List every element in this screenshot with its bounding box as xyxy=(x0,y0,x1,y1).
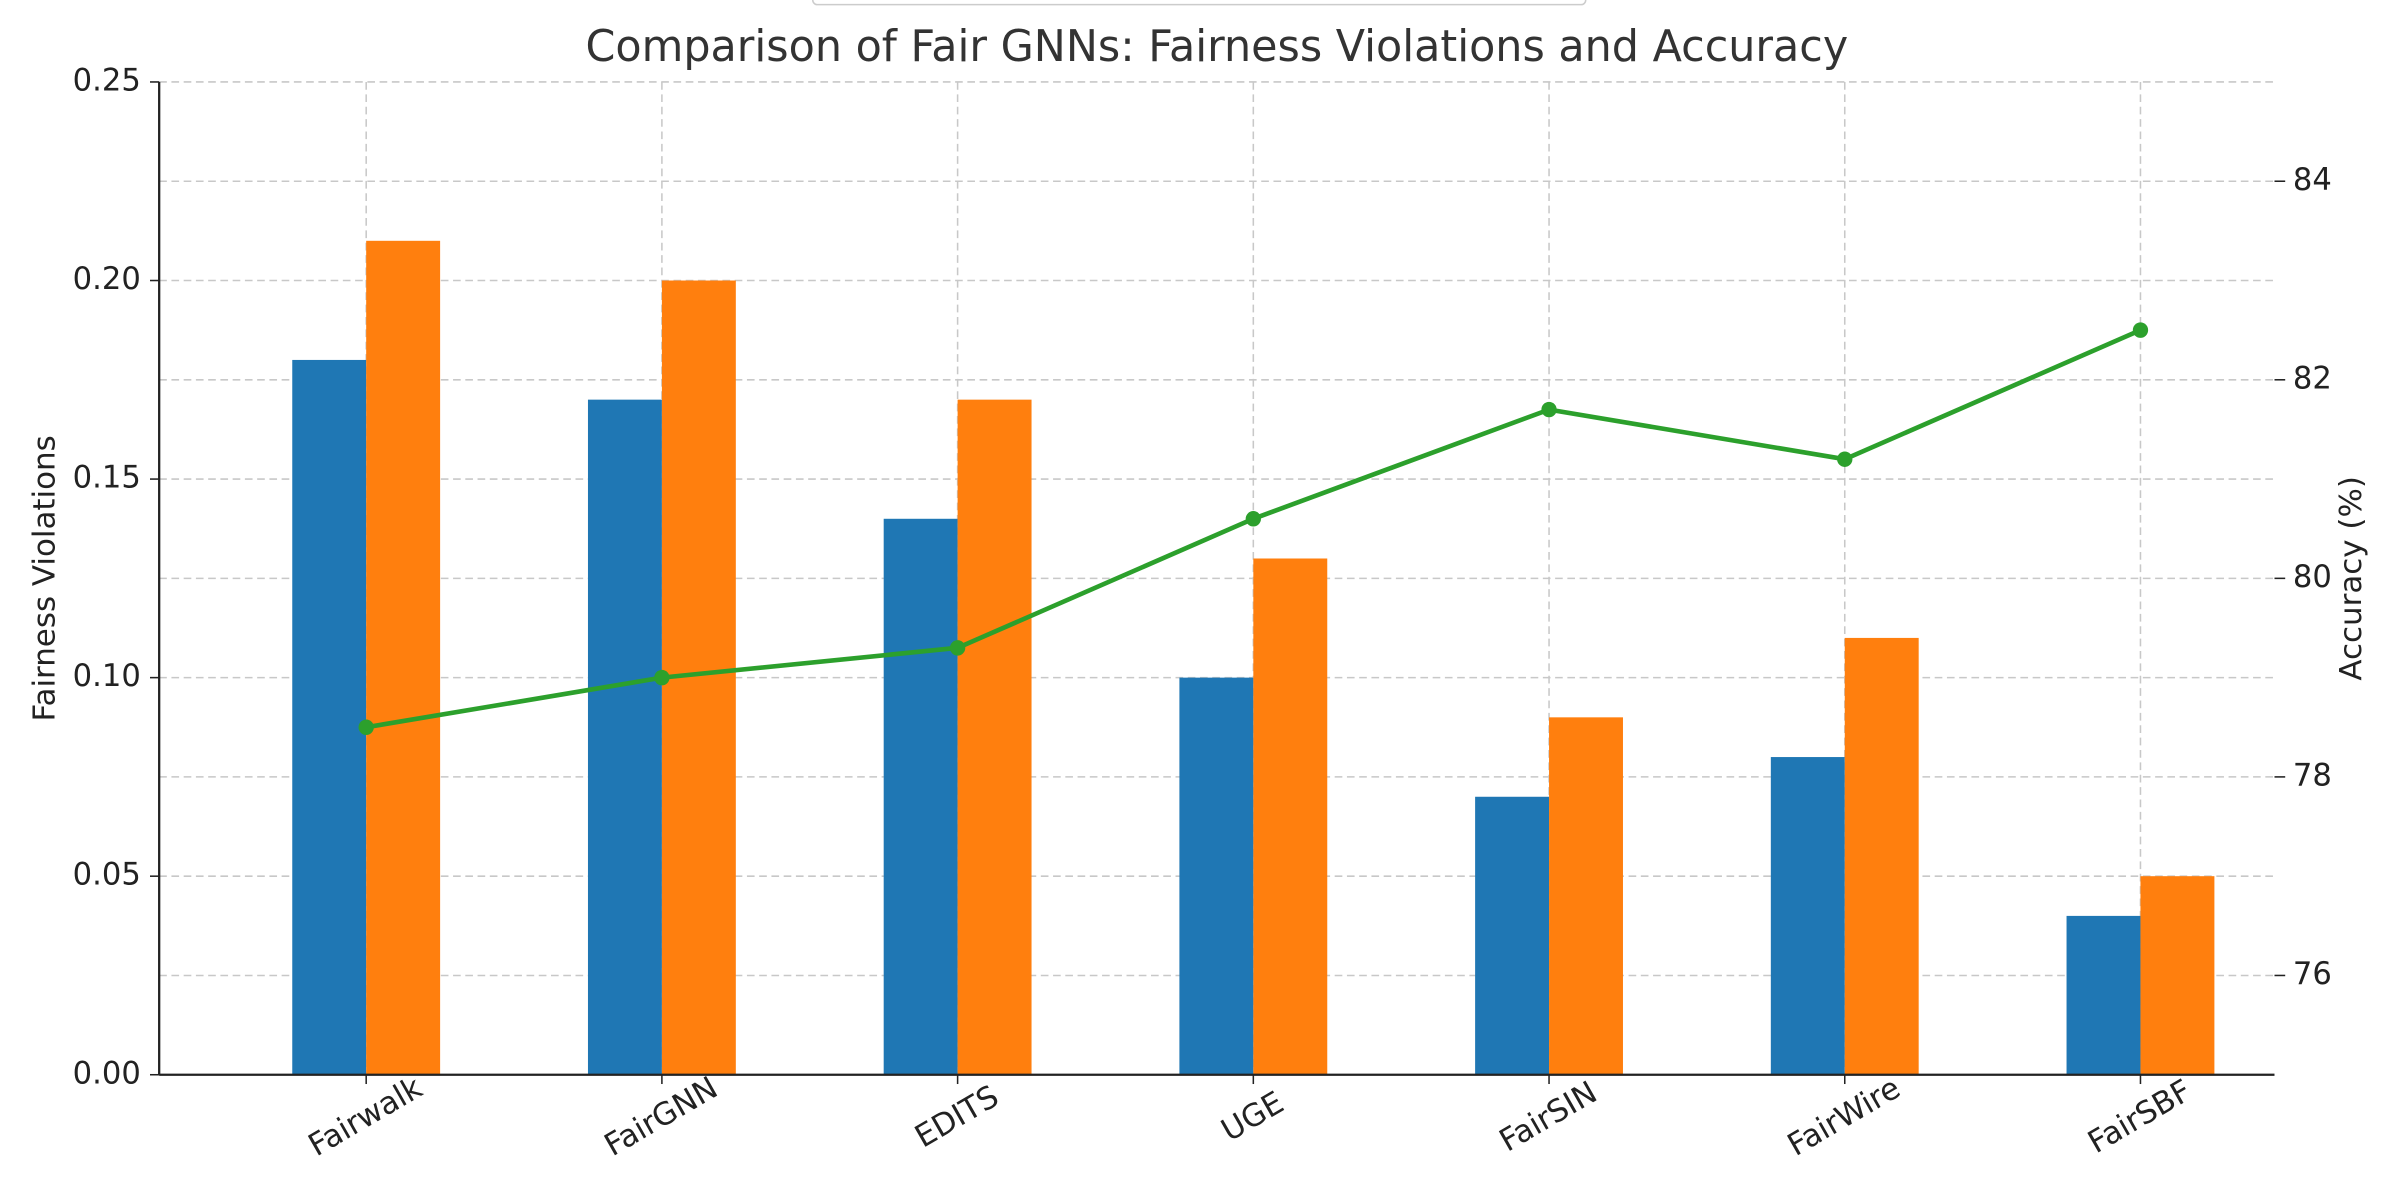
bar xyxy=(2140,876,2215,1075)
line-point xyxy=(1837,451,1853,467)
x-tick-label: UGE xyxy=(1215,1085,1290,1149)
y-tick-label: 0.00 xyxy=(73,1055,141,1091)
y2-tick-label: 78 xyxy=(2293,757,2332,793)
bar xyxy=(366,240,441,1075)
y2-axis-label: Accuracy (%) xyxy=(2333,476,2369,681)
bar xyxy=(2066,915,2141,1075)
y-axis-label: Fairness Violations xyxy=(27,435,63,721)
bar xyxy=(957,399,1032,1075)
line-point xyxy=(949,640,966,656)
y2-tick-label: 82 xyxy=(2293,360,2332,396)
bar xyxy=(292,359,367,1075)
legend-frame xyxy=(811,0,1587,6)
bar xyxy=(1549,717,1623,1075)
x-tick-label: FairSBF xyxy=(2082,1073,2197,1161)
bar xyxy=(1844,637,1919,1075)
y-tick-label: 0.10 xyxy=(73,658,141,694)
bar xyxy=(587,399,662,1075)
y-tick-label: 0.15 xyxy=(73,459,141,495)
bar xyxy=(1475,796,1550,1075)
line-point xyxy=(654,669,670,686)
bar xyxy=(1253,558,1328,1075)
bar xyxy=(883,518,958,1075)
bar xyxy=(1770,757,1845,1075)
y-tick-label: 0.25 xyxy=(73,62,141,98)
bar xyxy=(1179,677,1254,1075)
y2-tick-label: 76 xyxy=(2293,956,2332,992)
x-tick-label: EDITS xyxy=(909,1078,1005,1155)
line-point xyxy=(1245,511,1261,527)
line-point xyxy=(2132,322,2149,338)
y-tick-label: 0.05 xyxy=(73,857,141,893)
line-point xyxy=(358,719,374,735)
y-tick-label: 0.20 xyxy=(73,261,141,297)
y2-tick-label: 80 xyxy=(2293,559,2332,595)
chart-title: Comparison of Fair GNNs: Fairness Violat… xyxy=(585,22,1848,72)
x-tick-label: FairSIN xyxy=(1493,1074,1603,1159)
y2-tick-label: 84 xyxy=(2293,162,2332,198)
line-point xyxy=(1541,401,1557,418)
